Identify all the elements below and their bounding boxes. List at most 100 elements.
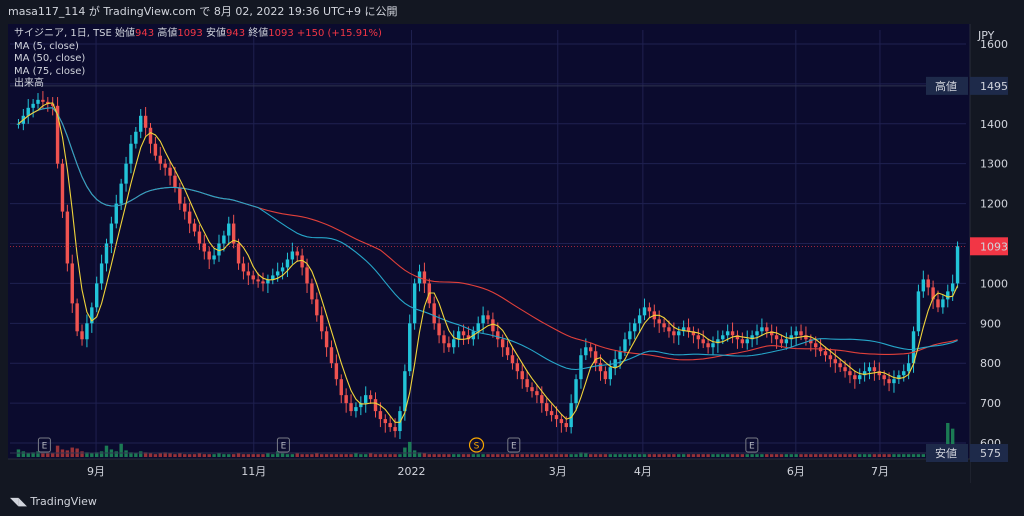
candle-body [359,403,363,408]
volume-bar [853,454,857,457]
volume-bar [173,454,177,457]
candle-body [662,323,666,328]
legend-volume[interactable]: 出来高 [14,78,44,89]
candle-body [319,315,324,332]
candle-body [677,331,681,336]
legend-ma75[interactable]: MA (75, close) [14,65,86,77]
volume-bar [525,454,529,457]
volume-bar [911,454,916,457]
price-tick-label: 1400 [980,118,1008,131]
volume-bar [41,453,45,457]
candle-body [681,327,686,332]
volume-bar [672,454,676,457]
volume-bar [706,454,710,457]
volume-bar [486,454,490,457]
moving-averages [18,102,959,423]
volume-bar [701,454,705,457]
candle-body [129,143,133,164]
volume-bar [642,454,647,457]
volume-bar [549,454,554,457]
volume-bar [589,454,593,457]
candle-body [779,339,784,344]
price-tick-label: 1000 [980,277,1008,290]
price-tick-label: 1200 [980,198,1008,211]
candle-body [672,331,676,336]
volume-bar [452,454,456,457]
price-label-badge [926,444,968,463]
last-price-value: 1093 [980,240,1008,253]
legend-ma5[interactable]: MA (5, close) [14,40,79,52]
volume-bar [593,454,598,457]
candle-body [217,243,221,256]
volume-bar [212,454,216,457]
volume-bar [236,453,241,457]
volume-bar [554,454,559,457]
candle-body [65,211,70,264]
volume-bar [227,454,231,457]
volume-bar [765,454,769,457]
candle-body [80,331,84,340]
candle-body [706,343,710,348]
candle-body [339,379,343,396]
candle-body [31,103,35,108]
volume-bar [906,454,911,457]
candle-body [584,347,588,356]
candle-body [46,101,50,104]
volume-bar [902,454,906,457]
price-labels: 高値 1495 1093 安値 575 [10,76,1008,463]
tradingview-logo[interactable]: ◥◣ TradingView [10,495,97,508]
candle-body [261,281,265,284]
volume-bar [740,454,745,457]
volume-bar [70,447,74,457]
candle-body [324,331,329,348]
candle-body [745,339,749,344]
candle-body [579,355,583,380]
candle-body [760,327,764,332]
candle-body [168,167,172,176]
volume-bar [711,454,715,457]
volume-bar [946,422,950,457]
volume-bar [789,454,793,457]
volume-bar [872,454,877,457]
candle-body [623,339,627,352]
volume-bar [26,453,30,457]
volume-bar [368,453,373,457]
legend-ma50[interactable]: MA (50, close) [14,53,86,64]
candle-body [85,323,89,340]
volume-bar [721,454,725,457]
volume-bar [246,454,251,457]
volume-bar [818,454,823,457]
candle-body [481,315,485,324]
volume-bar [569,454,573,457]
candle-body [608,367,612,380]
candle-body [730,331,735,336]
volume-bar [266,453,270,457]
volume-bar [843,454,847,457]
low-value: 943 [225,28,246,39]
candle-body [241,263,246,272]
candle-body [310,283,314,300]
candle-body [163,163,167,168]
high-value: 1093 [177,28,203,39]
candle-body [647,307,652,312]
volume-bar [408,441,412,457]
volume-bar [921,454,926,457]
volume-bar [427,454,432,457]
price-label-value-badge [970,444,1008,463]
candle-body [784,339,789,344]
chart-grid [8,24,1012,483]
candlestick-chart[interactable]: JPY6007008009001000110012001300140015001… [8,24,1012,483]
volume-bar [437,454,441,457]
volume-bar [809,454,813,457]
volume-bar [275,451,280,457]
volume-bar [329,454,334,457]
volume-bar [681,454,686,457]
volume-bar [315,453,319,457]
price-label-name: 安値 [935,446,957,460]
volume-bar [716,454,720,457]
candle-body [349,403,353,412]
volume-bar [119,443,123,457]
close-label: 終値 [248,28,269,39]
candle-body [231,223,236,244]
earnings-marker-label: E [42,442,48,452]
